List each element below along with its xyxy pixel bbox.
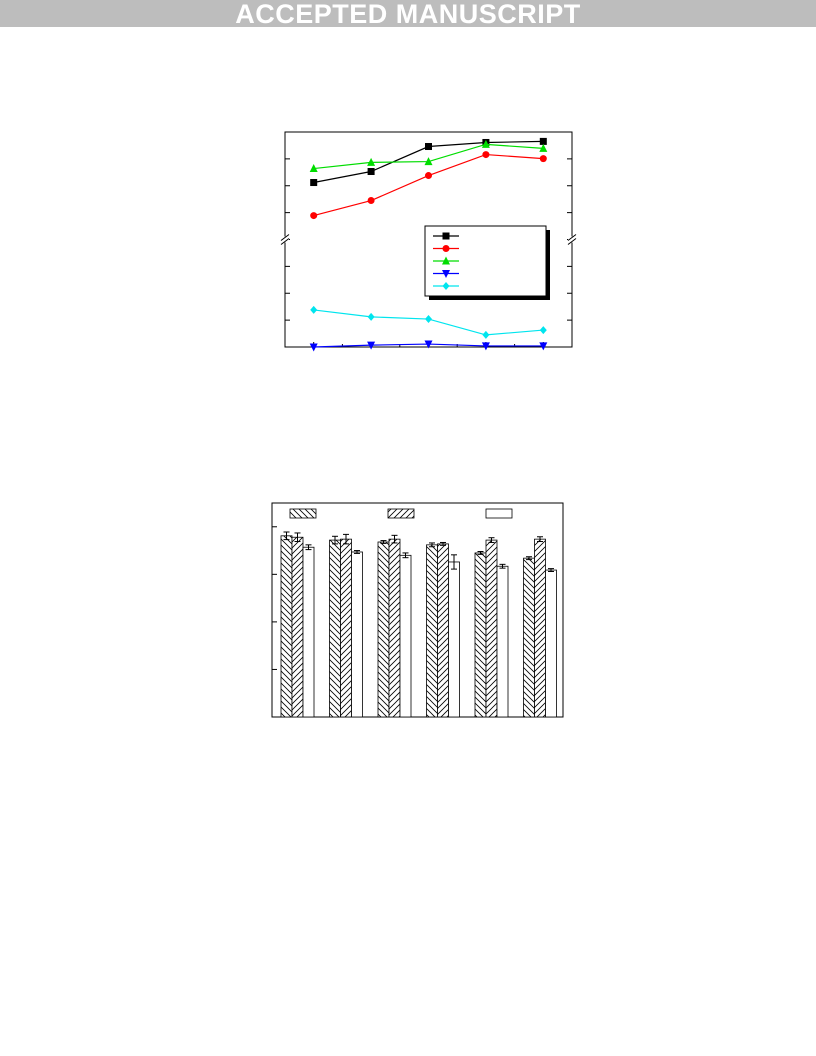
bar xyxy=(474,552,487,718)
marker xyxy=(367,168,375,176)
legend-swatch xyxy=(387,508,415,519)
marker xyxy=(482,330,490,339)
marker xyxy=(309,343,318,352)
bar xyxy=(388,538,401,718)
marker xyxy=(539,326,547,335)
marker xyxy=(539,143,548,152)
banner: ACCEPTED MANUSCRIPT xyxy=(0,0,816,28)
marker xyxy=(442,245,450,252)
axis-break xyxy=(280,238,290,245)
bar xyxy=(399,554,412,718)
bar xyxy=(291,536,304,718)
marker xyxy=(309,164,318,173)
bar xyxy=(545,569,557,718)
marker xyxy=(310,179,318,187)
bar xyxy=(534,538,546,718)
bar xyxy=(448,561,460,718)
marker xyxy=(442,232,450,240)
bar xyxy=(340,538,352,718)
bar xyxy=(377,541,390,718)
marker xyxy=(367,341,376,350)
marker xyxy=(481,342,490,351)
axis-break xyxy=(280,234,290,241)
bar xyxy=(437,543,449,718)
marker xyxy=(367,197,375,205)
legend-swatch xyxy=(289,508,317,519)
marker xyxy=(310,212,318,220)
marker xyxy=(424,157,433,166)
marker xyxy=(425,143,432,151)
axis-break-gap xyxy=(281,236,289,243)
legend-swatch xyxy=(485,508,513,519)
bar xyxy=(329,539,341,718)
marker xyxy=(425,172,432,180)
plot-frame xyxy=(271,502,564,718)
axis-break-gap xyxy=(568,236,576,243)
marker xyxy=(424,340,433,349)
bar xyxy=(485,539,498,718)
marker xyxy=(425,315,432,324)
bar xyxy=(496,565,509,718)
axis-break xyxy=(567,238,577,245)
marker xyxy=(442,270,450,278)
axis-break xyxy=(567,234,577,241)
marker xyxy=(367,157,376,166)
bar xyxy=(351,551,363,718)
marker xyxy=(482,151,490,159)
marker xyxy=(539,342,548,351)
marker xyxy=(539,155,547,163)
bar xyxy=(523,557,535,718)
bar xyxy=(280,535,293,718)
bar xyxy=(302,546,315,718)
marker xyxy=(539,137,547,145)
bar xyxy=(426,544,438,718)
marker xyxy=(481,139,490,148)
marker xyxy=(310,305,318,314)
marker xyxy=(442,282,450,290)
marker xyxy=(367,312,375,321)
marker xyxy=(442,256,450,265)
